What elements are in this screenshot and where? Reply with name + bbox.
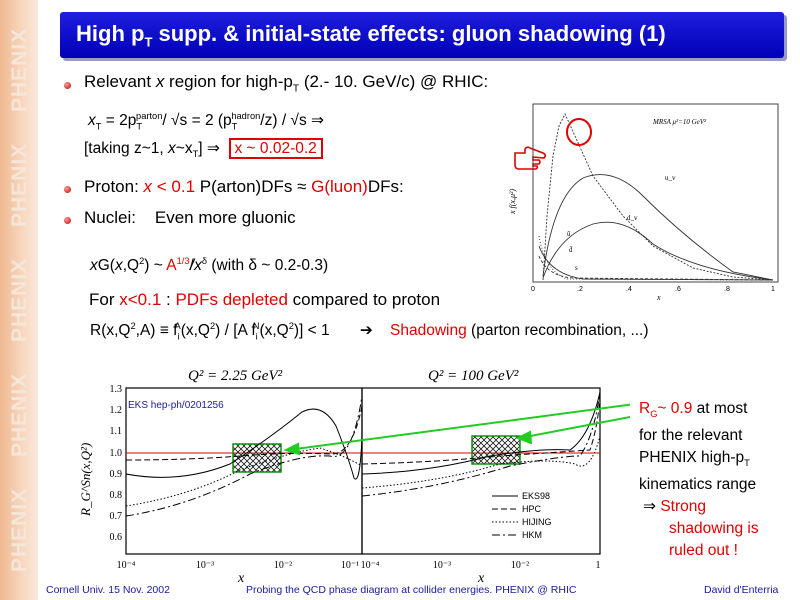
pdf-xtick: 1 [771, 286, 775, 293]
x-tick-label: 10⁻⁴ [117, 560, 136, 571]
formula-xt: xT = 2pTparton/ √s = 2 (pThadron/z) / √s… [88, 111, 324, 132]
y-axis-label: R_G^Sn(x,Q²) [78, 443, 93, 517]
panel-title: Q² = 2.25 GeV² [188, 368, 283, 384]
title-bar: High pT supp. & initial-state effects: g… [60, 12, 784, 58]
pdf-xtick: 0 [531, 286, 535, 293]
pdf-curve-label: ū [567, 230, 571, 238]
pointing-hand-icon [514, 146, 547, 170]
y-tick-label: 1.2 [110, 405, 123, 416]
phenix-sidebar: PHENIX PHENIX PHENIX PHENIX PHENIX [0, 0, 38, 600]
pdf-xtick: .6 [675, 286, 681, 293]
bullet-relevant-x: Relevant x region for high-pT (2.- 10. G… [84, 72, 489, 95]
pdf-xtick: .4 [626, 286, 632, 293]
line-shadowing-ratio: R(x,Q2,A) ≡ fiA(x,Q2) / [A fiN(x,Q2)] < … [90, 321, 649, 342]
y-tick-label: 0.7 [110, 511, 123, 522]
pdf-plot: MRSA μ²=10 GeV² u_v d_v ū d̄ s x f(x,μ²)… [508, 103, 779, 302]
x-range-box: x ~ 0.02-0.2 [228, 138, 323, 159]
y-tick-label: 1.1 [110, 426, 123, 437]
y-tick-label: 0.8 [110, 490, 123, 501]
sidebar-watermark: PHENIX [8, 372, 31, 457]
pdf-curve-label: d̄ [569, 246, 573, 254]
bullet-nuclei: Nuclei: Even more gluonic [84, 208, 296, 227]
y-tick-label: 1.3 [110, 384, 123, 395]
pdf-curve-label: s [575, 264, 578, 272]
pdf-xtick: .8 [724, 286, 730, 293]
legend-entry: HIJING [522, 517, 552, 527]
footer-right: David d'Enterria [704, 584, 779, 596]
sidebar-watermark: PHENIX [8, 257, 31, 342]
slide-title: High pT supp. & initial-state effects: g… [76, 21, 666, 50]
bullet-marker [64, 186, 71, 193]
x-tick-label: 10⁻² [274, 560, 292, 571]
x-tick-label: 1 [596, 560, 601, 571]
footer-center: Probing the QCD phase diagram at collide… [246, 584, 577, 596]
eks-reference: EKS hep-ph/0201256 [128, 400, 224, 411]
x-tick-label: 10⁻⁴ [361, 560, 380, 571]
formula-taking-z: [taking z~1, x~xT] ⇒ x ~ 0.02-0.2 [84, 138, 323, 159]
x-tick-label: 10⁻¹ [341, 560, 359, 571]
bullet-marker [64, 82, 71, 89]
pdf-curve-label: u_v [665, 174, 676, 182]
footer-left: Cornell Univ. 15 Nov. 2002 [46, 584, 170, 596]
y-tick-label: 0.9 [110, 469, 123, 480]
x-tick-label: 10⁻³ [433, 560, 451, 571]
rg-annotation: RG~ 0.9 at most for the relevant PHENIX … [639, 400, 759, 560]
pdf-curve-label: d_v [627, 214, 638, 222]
pdf-plot-legend: MRSA μ²=10 GeV² [652, 118, 707, 126]
x-tick-label: 10⁻³ [196, 560, 214, 571]
line-pdfs-depleted: For x<0.1 : PDFs depleted compared to pr… [89, 290, 441, 309]
pdf-xtick: .2 [577, 286, 583, 293]
pdf-xlabel: x [656, 293, 661, 302]
sidebar-watermark: PHENIX [8, 27, 31, 112]
bullet-proton: Proton: x < 0.1 P(arton)DFs ≈ G(luon)DFs… [84, 177, 404, 196]
legend-entry: HPC [522, 504, 542, 514]
y-tick-label: 0.6 [110, 532, 123, 543]
shadowing-plot: Q² = 2.25 GeV² Q² = 100 GeV² EKS hep-ph/… [78, 368, 630, 584]
sidebar-watermark: PHENIX [8, 487, 31, 572]
y-tick-label: 1.0 [110, 448, 123, 459]
pdf-ylabel: x f(x,μ²) [508, 189, 517, 215]
x-tick-label: 10⁻² [511, 560, 529, 571]
panel-title: Q² = 100 GeV² [428, 368, 519, 384]
legend-entry: EKS98 [522, 491, 550, 501]
x-axis-label: x [477, 571, 485, 584]
legend-entry: HKM [522, 530, 542, 540]
formula-gluon-density: xG(x,Q2) ~ A1/3//xδ (with δ ~ 0.2-0.3) [90, 256, 329, 275]
bullet-marker [64, 217, 71, 224]
sidebar-watermark: PHENIX [8, 142, 31, 227]
x-axis-label: x [237, 571, 245, 584]
